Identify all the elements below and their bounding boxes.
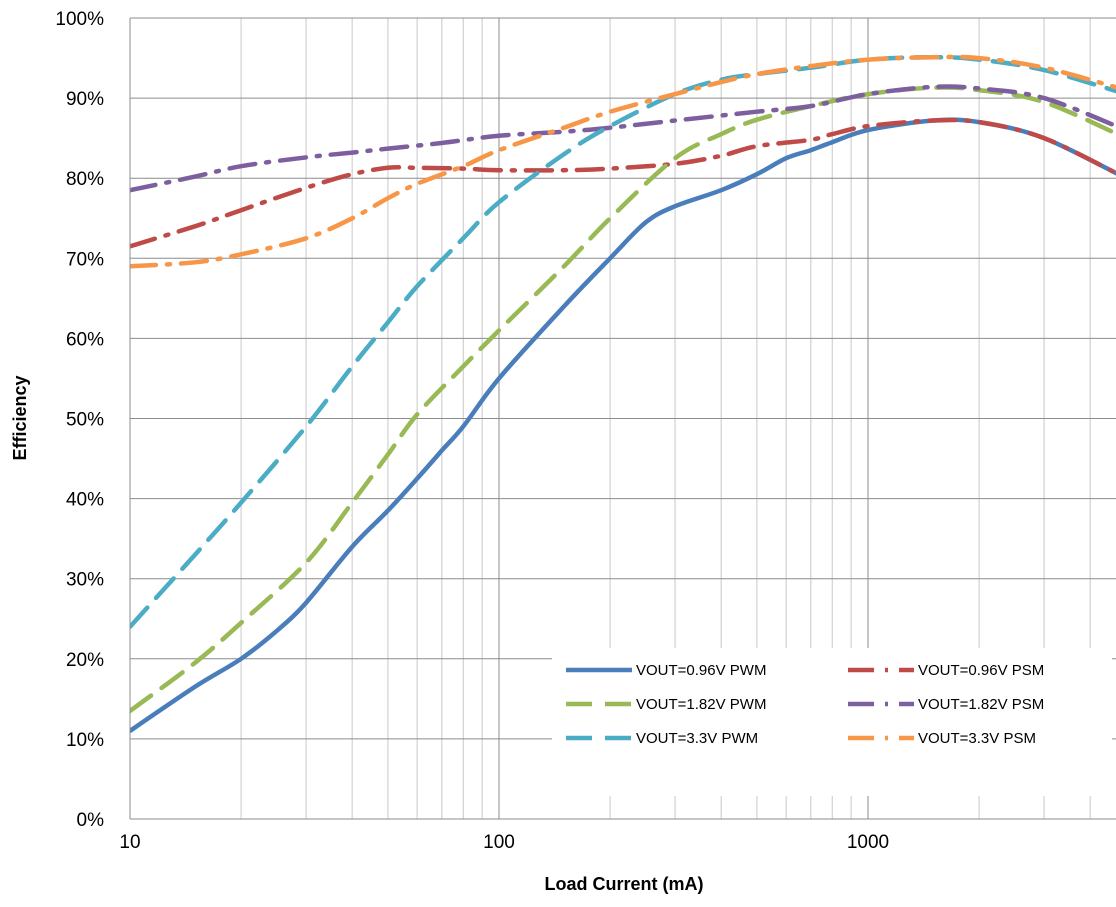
legend-label: VOUT=1.82V PWM: [636, 696, 766, 713]
y-tick-label: 60%: [66, 329, 104, 350]
legend: VOUT=0.96V PWM VOUT=0.96V PSM VOUT=1.82V P…: [552, 648, 1112, 796]
axes: [129, 18, 1116, 820]
series-line-3: [130, 85, 1116, 714]
y-tick-label: 80%: [66, 169, 104, 190]
y-tick-label: 90%: [66, 89, 104, 110]
legend-background: [552, 648, 1112, 796]
legend-label: VOUT=3.3V PWM: [636, 730, 758, 747]
legend-label: VOUT=3.3V PSM: [918, 730, 1036, 747]
series-lines: [130, 54, 1116, 734]
series-line-4: [130, 84, 1116, 193]
y-tick-label: 100%: [55, 9, 104, 30]
x-tick-label: 10: [119, 832, 140, 853]
y-tick-label: 70%: [66, 249, 104, 270]
legend-label: VOUT=1.82V PSM: [918, 696, 1044, 713]
x-tick-label: 100: [483, 832, 515, 853]
y-tick-labels: 0% 10% 20% 30% 40% 50% 60% 70% 80% 90% 100%: [55, 9, 104, 831]
series-line-1: [130, 117, 1116, 734]
major-gridlines: [130, 17, 1116, 819]
series-line-5: [130, 54, 1116, 630]
x-tick-label: 1000: [847, 832, 889, 853]
y-tick-label: 20%: [66, 650, 104, 671]
x-axis-title: Load Current (mA): [545, 874, 704, 894]
y-axis-title: Efficiency: [10, 375, 30, 460]
legend-label: VOUT=0.96V PSM: [918, 662, 1044, 679]
series-line-6: [130, 54, 1116, 269]
series-line-2: [130, 117, 1116, 249]
y-tick-label: 30%: [66, 570, 104, 591]
y-tick-label: 0%: [77, 810, 105, 831]
legend-label: VOUT=0.96V PWM: [636, 662, 766, 679]
y-tick-label: 10%: [66, 730, 104, 751]
x-tick-labels: 10 100 1000: [119, 832, 889, 853]
y-tick-label: 40%: [66, 490, 104, 511]
y-tick-label: 50%: [66, 410, 104, 431]
